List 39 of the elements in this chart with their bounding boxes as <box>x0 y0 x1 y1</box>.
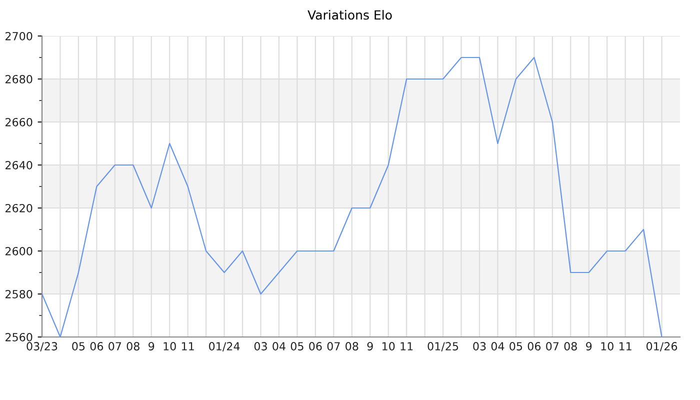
x-tick-label: 11 <box>400 342 413 350</box>
x-tick-label: 9 <box>586 342 592 350</box>
x-tick-label: 08 <box>126 342 140 350</box>
x-tick-label: 10 <box>164 342 176 350</box>
y-tick-label: 2560 <box>6 332 32 342</box>
x-tick-label: 08 <box>346 342 358 350</box>
x-tick-label: 05 <box>72 342 85 350</box>
x-tick-label: 10 <box>601 342 614 350</box>
x-tick-label: 01/24 <box>209 342 240 352</box>
x-tick-label: 04 <box>272 342 286 350</box>
line-series <box>42 56 662 337</box>
x-tick-label: 08 <box>564 342 577 350</box>
x-tick-label: 10 <box>382 342 395 350</box>
x-tick-label: 01/25 <box>428 342 458 352</box>
y-tick-label: 2620 <box>6 204 32 212</box>
y-tick-label: 2640 <box>6 160 32 170</box>
x-tick-label: 07 <box>546 342 559 350</box>
x-tick-label: 06 <box>528 342 541 350</box>
y-tick-label: 2660 <box>6 118 32 126</box>
x-tick-label: 9 <box>148 342 154 350</box>
x-tick-label: 9 <box>367 342 373 350</box>
y-tick-label: 2600 <box>6 246 32 256</box>
x-tick-label: 03 <box>473 342 486 350</box>
y-tick-label: 2580 <box>6 290 32 298</box>
x-tick-label: 06 <box>309 342 322 350</box>
x-tick-label: 05 <box>290 342 304 350</box>
x-tick-label: 04 <box>491 342 504 350</box>
y-tick-label: 2700 <box>6 32 32 40</box>
chart-title: Variations Elo <box>308 10 392 20</box>
x-tick-label: 11 <box>182 342 194 350</box>
x-tick-label: 05 <box>510 342 522 350</box>
x-tick-label: 03/23 <box>26 342 58 352</box>
x-tick-label: 11 <box>619 342 632 350</box>
x-tick-label: 07 <box>327 342 340 350</box>
x-tick-label: 03 <box>254 342 267 350</box>
y-tick-label: 2680 <box>6 74 32 84</box>
x-tick-label: 06 <box>90 342 104 350</box>
x-tick-label: 07 <box>108 342 122 350</box>
x-tick-label: 01/26 <box>646 342 678 352</box>
